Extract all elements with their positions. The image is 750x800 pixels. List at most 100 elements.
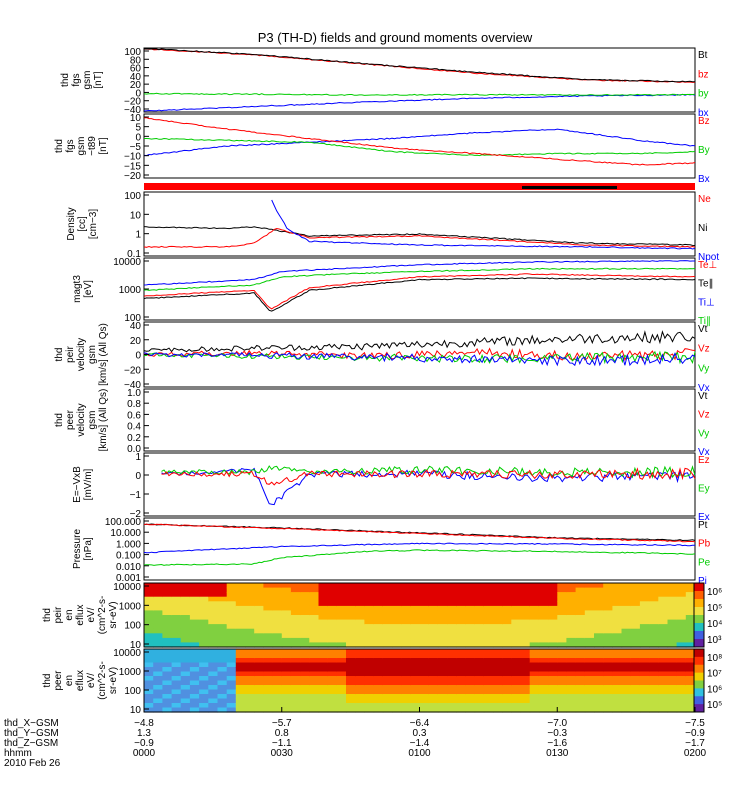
heatmap-cell — [382, 596, 393, 602]
heatmap-cell — [318, 680, 329, 686]
heatmap-cell — [300, 689, 310, 695]
legend-entry: Ex — [698, 512, 710, 523]
heatmap-cell — [685, 707, 696, 713]
heatmap-cell — [676, 592, 687, 598]
heatmap-cell — [281, 628, 292, 634]
heatmap-cell — [428, 628, 439, 634]
legend-entry: Ez — [698, 455, 710, 466]
heatmap-cell — [290, 619, 301, 625]
y-tick-label: 0.0 — [127, 444, 141, 455]
heatmap-cell — [649, 601, 659, 607]
heatmap-cell — [676, 596, 687, 602]
heatmap-cell — [336, 615, 347, 621]
heatmap-cell — [630, 615, 641, 621]
heatmap-cell — [474, 671, 485, 677]
heatmap-cell — [318, 703, 329, 709]
heatmap-cell — [382, 680, 393, 686]
heatmap-cell — [208, 615, 219, 621]
heatmap-cell — [529, 649, 540, 655]
heatmap-cell — [355, 601, 365, 607]
heatmap-cell — [189, 676, 200, 682]
heatmap-cell — [373, 601, 384, 607]
heatmap-cell — [327, 671, 338, 677]
heatmap-cell — [199, 649, 209, 655]
heatmap-cell — [290, 601, 301, 607]
heatmap-cell — [226, 601, 237, 607]
heatmap-cell — [199, 667, 209, 673]
heatmap-cell — [575, 662, 586, 668]
heatmap-cell — [520, 596, 531, 602]
heatmap-cell — [217, 610, 228, 616]
heatmap-cell — [502, 707, 512, 713]
heatmap-cell — [364, 653, 375, 659]
heatmap-cell — [272, 587, 283, 593]
ephemeris-value: 0030 — [271, 748, 294, 759]
heatmap-cell — [300, 642, 310, 648]
heatmap-cell — [502, 587, 512, 593]
heatmap-cell — [621, 615, 632, 621]
heatmap-cell — [226, 667, 237, 673]
heatmap-cell — [685, 680, 696, 686]
heatmap-cell — [529, 583, 540, 589]
heatmap-cell — [639, 662, 650, 668]
y-tick-label: 40 — [130, 321, 142, 332]
heatmap-cell — [153, 633, 163, 639]
heatmap-cell — [189, 637, 200, 644]
heatmap-cell — [171, 619, 182, 625]
y-axis-label: Density — [66, 207, 77, 240]
heatmap-cell — [245, 624, 255, 630]
heatmap-cell — [290, 642, 301, 648]
heatmap-cell — [566, 707, 577, 713]
heatmap-cell — [226, 619, 237, 625]
heatmap-cell — [336, 642, 347, 648]
heatmap-cell — [346, 601, 356, 607]
colorbar-segment — [694, 583, 704, 592]
heatmap-cell — [584, 703, 595, 709]
heatmap-cell — [245, 694, 255, 700]
y-tick-label: −1 — [130, 490, 142, 501]
heatmap-cell — [153, 658, 163, 664]
heatmap-cell — [300, 583, 310, 589]
heatmap-cell — [612, 653, 623, 659]
heatmap-cell — [594, 698, 604, 704]
heatmap-cell — [382, 703, 393, 709]
heatmap-cell — [189, 649, 200, 655]
heatmap-cell — [290, 605, 301, 612]
heatmap-cell — [465, 628, 476, 634]
heatmap-cell — [226, 653, 237, 659]
heatmap-cell — [447, 633, 457, 639]
heatmap-cell — [483, 658, 494, 664]
heatmap-cell — [437, 605, 448, 612]
heatmap-cell — [355, 587, 365, 593]
heatmap-cell — [575, 583, 586, 589]
heatmap-cell — [300, 619, 310, 625]
heatmap-cell — [575, 601, 586, 607]
heatmap-cell — [548, 649, 558, 655]
heatmap-cell — [649, 628, 659, 634]
heatmap-cell — [382, 662, 393, 668]
heatmap-cell — [144, 610, 154, 616]
heatmap-cell — [465, 694, 476, 700]
heatmap-cell — [382, 601, 393, 607]
heatmap-cell — [594, 583, 604, 589]
heatmap-cell — [447, 653, 457, 659]
heatmap-cell — [309, 619, 320, 625]
heatmap-cell — [355, 610, 365, 616]
heatmap-cell — [630, 698, 641, 704]
heatmap-cell — [336, 592, 347, 598]
heatmap-cell — [153, 667, 163, 673]
heatmap-cell — [272, 592, 283, 598]
y-tick-label: 1.0 — [127, 388, 141, 399]
plot-frame — [143, 191, 696, 257]
heatmap-cell — [208, 619, 219, 625]
heatmap-cell — [639, 601, 650, 607]
status-bar-marker — [522, 186, 617, 189]
heatmap-cell — [447, 624, 457, 630]
heatmap-cell — [584, 633, 595, 639]
heatmap-cell — [612, 680, 623, 686]
heatmap-cell — [474, 610, 485, 616]
heatmap-cell — [217, 596, 228, 602]
heatmap-cell — [235, 583, 246, 589]
heatmap-cell — [180, 633, 191, 639]
heatmap-cell — [428, 619, 439, 625]
